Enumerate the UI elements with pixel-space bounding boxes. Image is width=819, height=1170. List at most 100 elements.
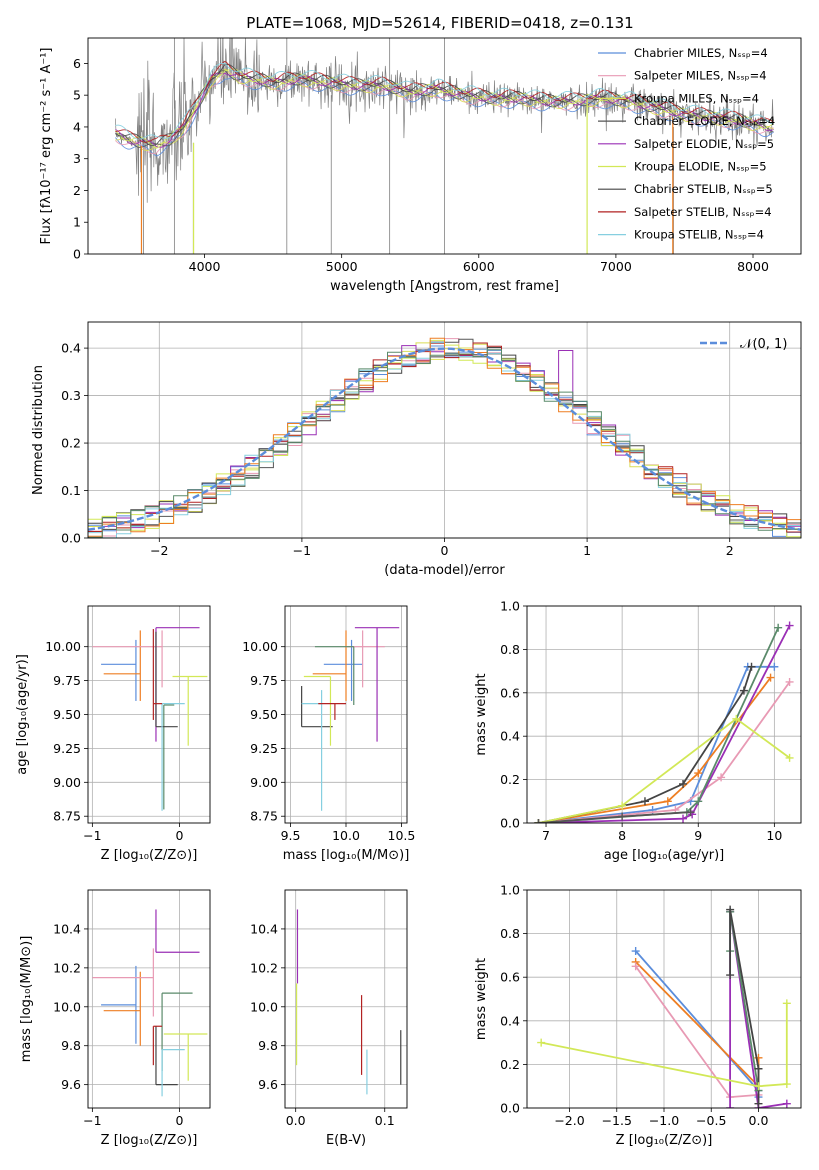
model-spectrum-line xyxy=(115,60,774,143)
plot-area xyxy=(537,905,791,1108)
legend-entry: 𝒩(0, 1) xyxy=(740,337,787,352)
error-bar-point xyxy=(318,703,346,720)
error-bar-point xyxy=(172,675,208,746)
y-tick-label: 0.4 xyxy=(500,1013,520,1028)
x-axis-label: age [log₁₀(age/yr)] xyxy=(604,848,725,863)
mass-weight-marker xyxy=(663,797,672,806)
x-tick-label: 2 xyxy=(726,543,734,558)
error-bar-point xyxy=(103,630,141,701)
error-bar-point xyxy=(312,630,347,701)
x-tick-label: −1.5 xyxy=(602,1113,632,1128)
spectrum-panel: 4000 5000 6000 7000 8000 0 1 2 3 4 5 6 wavelength [A… xyxy=(39,37,802,294)
mass-weight-marker xyxy=(774,623,783,632)
model-spectrum-line xyxy=(115,68,774,149)
y-tick-label: 9.8 xyxy=(61,1038,81,1053)
age-vs-metallicity-panel: −1 0 8.75 9.00 9.25 9.50 9.75 10.00 Z [log₁₀(Z/Z… xyxy=(15,605,211,863)
x-tick-label: 0 xyxy=(441,543,449,558)
x-tick-label: 4000 xyxy=(189,259,221,274)
axes-frame xyxy=(284,605,408,824)
y-tick-label: 2 xyxy=(73,183,81,198)
y-tick-label: 5 xyxy=(73,88,81,103)
mass-weight-series-line xyxy=(538,627,780,823)
mass-weight-marker xyxy=(782,1080,791,1089)
axes-frame xyxy=(87,889,211,1109)
mass-weight-vs-age-panel: 7 8 9 10 0.0 0.2 0.4 0.6 0.8 1.0 age [log₁₀(age/yr… xyxy=(474,599,802,863)
x-tick-label: 9 xyxy=(694,828,702,843)
x-tick-label: 5000 xyxy=(326,259,358,274)
y-axis-label: mass [log₁₀(M/M⊙)] xyxy=(19,936,34,1063)
plot-area xyxy=(534,621,794,823)
x-tick-label: 6000 xyxy=(463,259,495,274)
legend-entry: Kroupa ELODIE, Nₛₛₚ=5 xyxy=(634,160,767,174)
mass-weight-marker xyxy=(754,1064,763,1073)
model-spectrum-line xyxy=(115,63,774,146)
y-tick-label: 6 xyxy=(73,56,81,71)
y-tick-label: 8.75 xyxy=(53,809,81,824)
x-tick-label: 10 xyxy=(766,828,782,843)
x-tick-label: 9.5 xyxy=(281,828,301,843)
y-tick-label: 0.2 xyxy=(61,436,81,451)
y-tick-label: 0.6 xyxy=(500,685,520,700)
y-tick-label: 9.25 xyxy=(53,741,81,756)
y-tick-label: 0.0 xyxy=(500,816,520,831)
mass-weight-marker xyxy=(717,773,726,782)
legend-entry: Kroupa STELIB, Nₛₛₚ=4 xyxy=(634,228,764,242)
error-bar-point xyxy=(152,629,163,720)
y-tick-label: 0.8 xyxy=(500,926,520,941)
legend-entry: Chabrier STELIB, Nₛₛₚ=5 xyxy=(634,182,773,196)
x-axis-label: (data-model)/error xyxy=(384,563,505,578)
legend: Chabrier MILES, Nₛₛₚ=4 Salpeter MILES, Nₛ… xyxy=(598,46,775,242)
x-tick-label: −2.0 xyxy=(554,1113,584,1128)
error-bar-point xyxy=(301,686,333,728)
axes-frame xyxy=(284,889,408,1109)
y-tick-label: 9.00 xyxy=(250,775,278,790)
model-spectrum-line xyxy=(115,63,774,140)
model-spectrum-line xyxy=(115,76,774,157)
plot-area xyxy=(301,627,400,811)
error-bar-point xyxy=(101,965,137,1044)
mass-weight-marker xyxy=(732,714,741,723)
y-tick-label: 1.0 xyxy=(500,883,520,898)
residual-histogram-step xyxy=(88,349,801,538)
x-axis-label: Z [log₁₀(Z/Z⊙)] xyxy=(101,848,198,863)
mass-weight-series-line xyxy=(538,665,775,823)
figure-title: PLATE=1068, MJD=52614, FIBERID=0418, z=0… xyxy=(246,14,633,32)
residual-histogram-step xyxy=(88,337,801,537)
mass-weight-marker xyxy=(754,1082,763,1091)
mass-weight-series-line xyxy=(538,717,791,823)
mass-weight-marker xyxy=(785,677,794,686)
y-tick-label: 10.2 xyxy=(250,960,278,975)
y-tick-label: 0.6 xyxy=(500,970,520,985)
y-tick-label: 9.75 xyxy=(53,673,81,688)
y-tick-label: 0.0 xyxy=(61,531,81,546)
model-spectrum-line xyxy=(115,68,774,151)
y-tick-label: 10.00 xyxy=(45,639,81,654)
error-bar-point xyxy=(155,1026,178,1086)
y-tick-label: 10.2 xyxy=(53,960,81,975)
error-bar-point xyxy=(101,639,137,701)
x-tick-label: 0.0 xyxy=(749,1113,769,1128)
y-tick-label: 3 xyxy=(73,151,81,166)
plot-area xyxy=(295,909,402,1095)
y-axis-label: mass weight xyxy=(474,673,489,755)
y-tick-label: 9.00 xyxy=(53,775,81,790)
x-tick-label: 0 xyxy=(176,1113,184,1128)
error-bar-point xyxy=(354,627,400,742)
mass-weight-marker xyxy=(679,779,688,788)
mass-weight-marker xyxy=(782,999,791,1008)
x-tick-label: 0.0 xyxy=(286,1113,306,1128)
legend-entry: Salpeter MILES, Nₛₛₚ=4 xyxy=(634,69,767,83)
grid xyxy=(88,890,210,1108)
x-axis-label: Z [log₁₀(Z/Z⊙)] xyxy=(101,1133,198,1148)
grid xyxy=(527,605,801,824)
legend-entry: Salpeter ELODIE, Nₛₛₚ=5 xyxy=(634,137,774,151)
error-bar-point xyxy=(161,1049,185,1097)
legend-entry: Chabrier MILES, Nₛₛₚ=4 xyxy=(634,46,768,60)
grid xyxy=(285,890,407,1108)
y-tick-label: 9.6 xyxy=(61,1077,81,1092)
plot-area xyxy=(92,909,208,1097)
y-tick-label: 0.4 xyxy=(500,729,520,744)
y-axis-label: Flux [fλ10⁻¹⁷ erg cm⁻² s⁻¹ A⁻¹] xyxy=(39,48,54,245)
error-bar-point xyxy=(303,675,332,746)
y-tick-label: 0.4 xyxy=(61,341,81,356)
